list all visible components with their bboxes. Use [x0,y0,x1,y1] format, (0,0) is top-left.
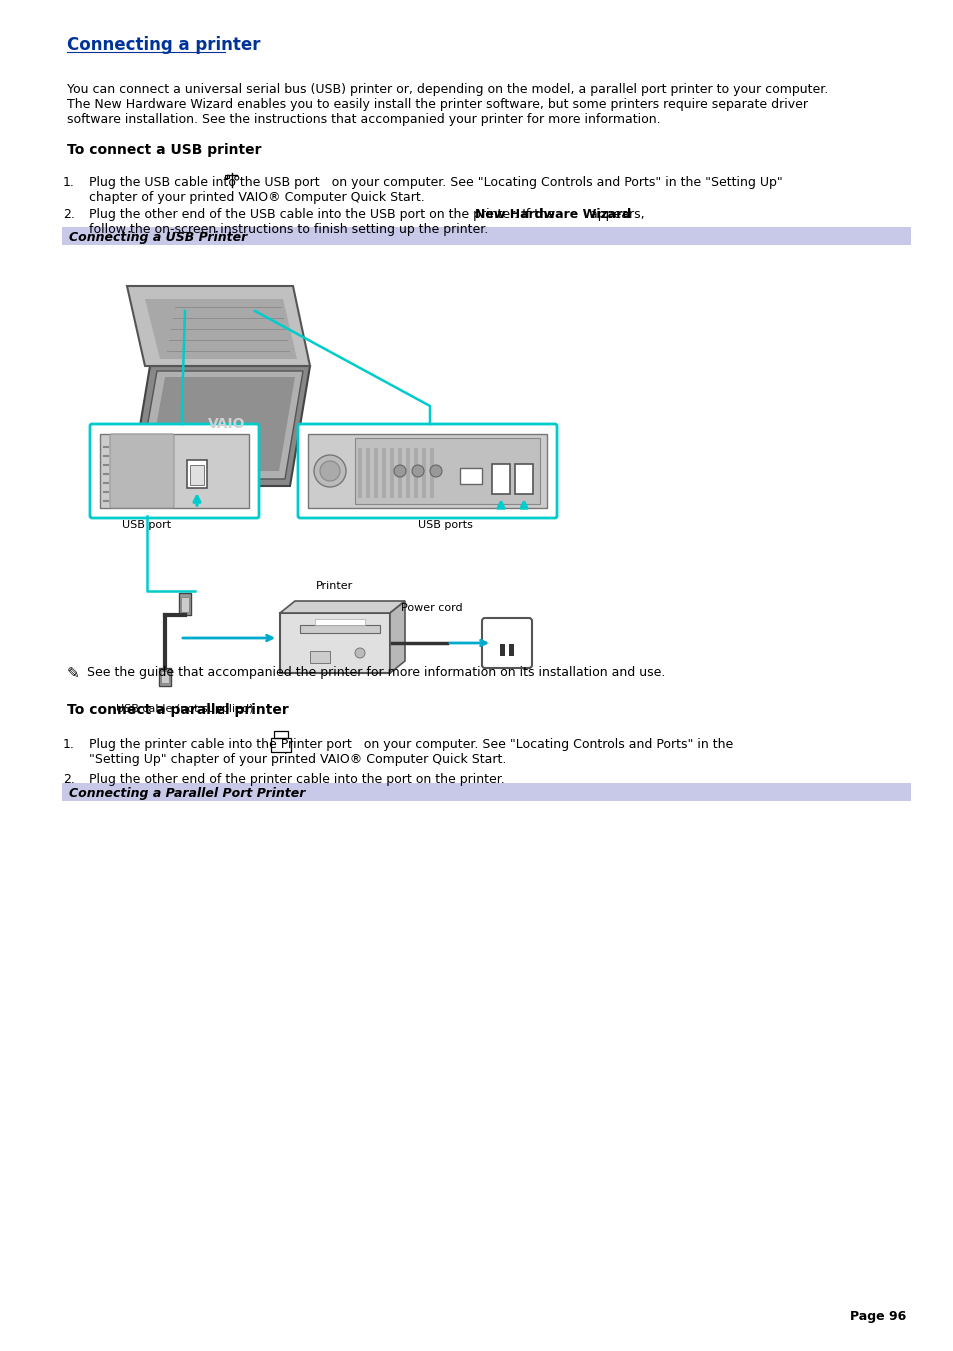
Bar [414,449,417,499]
Bar [366,449,370,499]
Text: Printer: Printer [316,581,354,590]
Bar [62,784,910,801]
Bar [515,463,533,494]
Text: USB ports: USB ports [417,520,472,530]
Text: New Hardware Wizard: New Hardware Wizard [475,208,631,222]
Bar [492,463,510,494]
Text: To connect a parallel printer: To connect a parallel printer [67,703,288,717]
Polygon shape [138,372,303,480]
Bar [299,626,379,634]
Text: software installation. See the instructions that accompanied your printer for mo: software installation. See the instructi… [67,113,659,126]
Polygon shape [148,377,294,471]
Text: Connecting a Parallel Port Printer: Connecting a Parallel Port Printer [69,788,305,800]
Text: 2.: 2. [63,208,74,222]
Text: See the guide that accompanied the printer for more information on its installat: See the guide that accompanied the print… [87,666,664,680]
Polygon shape [127,286,310,366]
Polygon shape [145,299,296,359]
FancyBboxPatch shape [110,434,173,508]
Circle shape [412,465,423,477]
Bar [159,667,171,686]
Text: Power cord: Power cord [401,603,462,613]
Bar [390,449,394,499]
Text: VAIO: VAIO [208,417,246,431]
FancyBboxPatch shape [297,424,557,517]
Bar [357,449,361,499]
Bar [397,449,401,499]
Text: Plug the USB cable into the USB port   on your computer. See "Locating Controls : Plug the USB cable into the USB port on … [89,176,781,189]
Text: Plug the printer cable into the Printer port   on your computer. See "Locating C: Plug the printer cable into the Printer … [89,738,732,751]
Bar [100,434,249,508]
Text: Plug the other end of the USB cable into the USB port on the printer. If the: Plug the other end of the USB cable into… [89,208,558,222]
Bar [161,671,169,684]
Text: chapter of your printed VAIO® Computer Quick Start.: chapter of your printed VAIO® Computer Q… [89,190,424,204]
Bar [190,465,204,485]
Circle shape [394,465,406,477]
Circle shape [430,465,441,477]
FancyBboxPatch shape [481,617,532,667]
Bar [225,176,229,178]
Text: Connecting a USB Printer: Connecting a USB Printer [69,231,247,245]
Bar [355,438,539,504]
Circle shape [355,648,365,658]
Bar [308,434,546,508]
Polygon shape [130,366,310,486]
Text: Page 96: Page 96 [849,1310,905,1323]
Polygon shape [390,601,405,673]
Text: You can connect a universal serial bus (USB) printer or, depending on the model,: You can connect a universal serial bus (… [67,82,827,96]
Text: follow the on-screen instructions to finish setting up the printer.: follow the on-screen instructions to fin… [89,223,488,236]
Bar [271,738,291,753]
Text: The New Hardware Wizard enables you to easily install the printer software, but : The New Hardware Wizard enables you to e… [67,99,807,111]
Bar [62,227,910,245]
Text: USB cable (not supplied): USB cable (not supplied) [116,704,253,713]
Bar [430,449,434,499]
Text: ✎: ✎ [67,666,79,681]
Bar [499,644,504,657]
Text: USB port: USB port [122,520,172,530]
Bar [310,651,330,663]
Bar [509,644,514,657]
Polygon shape [280,601,405,613]
Bar [274,731,288,738]
Bar [374,449,377,499]
Polygon shape [280,613,390,673]
Bar [187,459,207,488]
Bar [406,449,410,499]
Text: 2.: 2. [63,773,74,786]
Bar [181,597,189,612]
Text: appears,: appears, [586,208,644,222]
Text: Plug the other end of the printer cable into the port on the printer.: Plug the other end of the printer cable … [89,773,504,786]
Text: 1.: 1. [63,176,74,189]
Circle shape [319,461,339,481]
Circle shape [314,455,346,486]
Bar [314,619,365,626]
Text: Connecting a printer: Connecting a printer [67,36,260,54]
Text: 1.: 1. [63,738,74,751]
Bar [459,467,481,484]
Text: "Setting Up" chapter of your printed VAIO® Computer Quick Start.: "Setting Up" chapter of your printed VAI… [89,753,506,766]
Bar [381,449,386,499]
Text: To connect a USB printer: To connect a USB printer [67,143,261,157]
Bar [421,449,426,499]
FancyBboxPatch shape [90,424,258,517]
Bar [179,593,191,615]
